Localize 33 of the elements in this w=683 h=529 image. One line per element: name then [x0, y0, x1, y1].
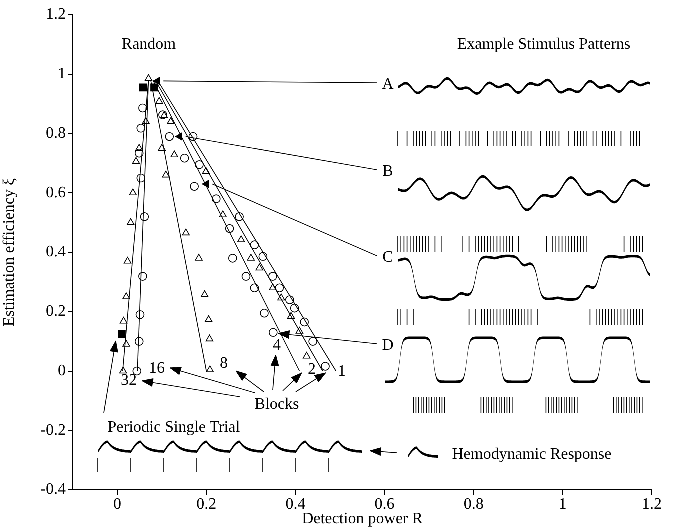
annotation: C	[382, 249, 394, 267]
x-tick-label: 0.6	[374, 496, 395, 513]
annotation: 8	[220, 355, 228, 373]
y-tick-label: 0.8	[46, 124, 66, 142]
annotation: 32	[121, 372, 137, 390]
annotation: Hemodynamic Response	[452, 446, 612, 464]
x-tick-label: 0.2	[196, 496, 217, 513]
y-axis-title: Estimation efficiency ξ	[0, 178, 18, 327]
y-tick-label: 1	[58, 66, 66, 83]
x-tick-label: 1	[558, 496, 567, 513]
annotation: 1	[338, 363, 346, 381]
x-tick-label: 0.8	[464, 496, 484, 513]
y-tick-label: 0.4	[46, 244, 66, 261]
x-axis-title: Detection power R	[302, 510, 424, 528]
y-tick-label: 1.2	[46, 6, 66, 24]
x-tick-label: 0	[114, 496, 122, 513]
annotation: A	[382, 76, 394, 94]
annotation: 4	[273, 337, 281, 355]
x-tick-label: 1.2	[642, 496, 662, 513]
y-tick-label: -0.2	[40, 422, 66, 439]
x-tick-label: 0.4	[286, 496, 306, 513]
annotation: D	[382, 337, 394, 355]
annotation: 16	[149, 360, 165, 378]
y-tick-label: 0.2	[46, 303, 66, 320]
y-tick-label: 0.6	[46, 184, 66, 202]
annotation: B	[382, 163, 394, 181]
annotation: 2	[308, 361, 316, 379]
y-tick-label: -0.4	[40, 481, 66, 498]
annotation: Random	[122, 36, 176, 54]
y-tick-label: 0	[58, 362, 66, 380]
annotation: Blocks	[254, 396, 300, 414]
annotation: Periodic Single Trial	[108, 419, 240, 437]
annotation: Example Stimulus Patterns	[457, 36, 631, 54]
